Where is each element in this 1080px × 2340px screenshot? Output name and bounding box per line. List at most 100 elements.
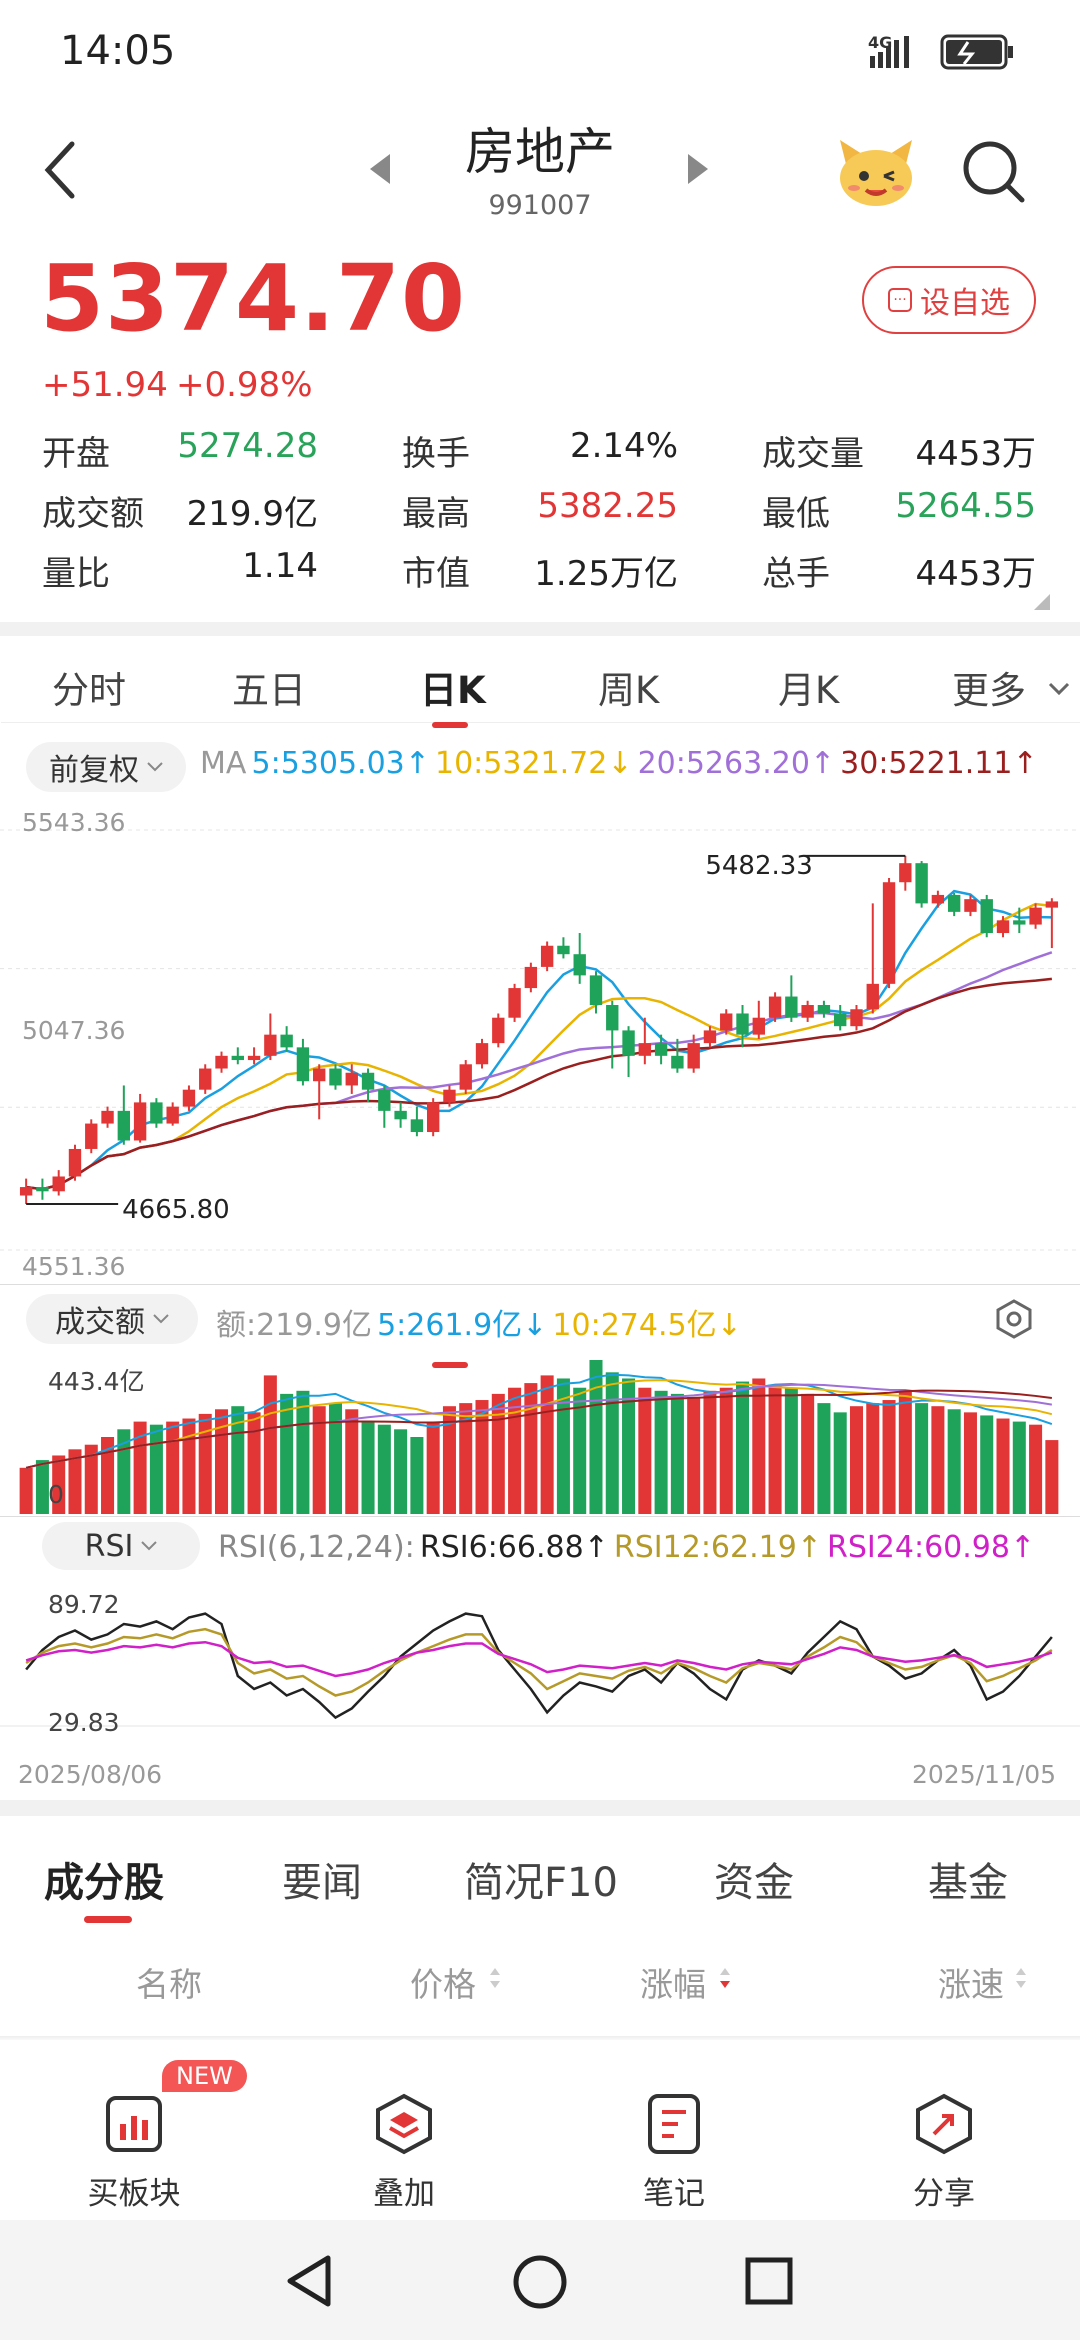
volume-ma10-line (25, 1379, 1053, 1469)
candle (573, 933, 586, 984)
tab-monthly-k[interactable]: 月K (778, 669, 840, 712)
current-price: 5374.70 (40, 245, 467, 352)
column-header-price[interactable]: 价格 (410, 1965, 476, 2004)
tab-daily-k[interactable]: 日K (420, 669, 486, 712)
divider (0, 622, 1080, 636)
candle (736, 1005, 749, 1048)
status-time: 14:05 (60, 28, 176, 74)
tab-profile-f10[interactable]: 简况F10 (464, 1860, 618, 1906)
candle (394, 1102, 407, 1128)
new-badge: NEW (162, 2060, 247, 2092)
volume-bar (882, 1400, 896, 1514)
nav-home-icon[interactable] (512, 2254, 568, 2310)
candle (817, 1000, 831, 1018)
ma10-line (25, 902, 1053, 1191)
volume-bar (101, 1437, 115, 1514)
rsi-indicator-dropdown[interactable]: RSI (42, 1522, 200, 1570)
candle (117, 1085, 131, 1145)
tab-intraday[interactable]: 分时 (52, 669, 126, 712)
candle-body (475, 1043, 489, 1065)
corner-triangle-icon (1034, 594, 1050, 610)
candle (215, 1051, 228, 1073)
next-sector-button[interactable] (686, 152, 710, 190)
candle-body (85, 1123, 98, 1149)
candle-body (736, 1013, 749, 1035)
tab-weekly-k[interactable]: 周K (598, 669, 660, 712)
overlay-button[interactable] (314, 2040, 494, 2220)
settings-button[interactable] (994, 1298, 1034, 1344)
volume-bar (377, 1424, 391, 1514)
volume-label: 成交额 (55, 1305, 145, 1340)
candle (606, 1000, 619, 1069)
stat-value: 219.9亿 (186, 494, 318, 534)
add-watchlist-button[interactable]: ··· 设自选 (862, 266, 1036, 334)
volume-bar (768, 1384, 782, 1514)
add-watchlist-label: 设自选 (920, 286, 1010, 321)
volume-bar (573, 1387, 587, 1514)
search-button[interactable] (960, 138, 1028, 210)
tab-five-day[interactable]: 五日 (232, 669, 306, 712)
column-header-speed[interactable]: 涨速 (938, 1965, 1004, 2004)
tab-more[interactable]: 更多 (952, 669, 1026, 712)
volume-chart[interactable] (0, 1350, 1080, 1514)
volume-bar (52, 1455, 66, 1514)
candle (68, 1144, 82, 1181)
volume-indicator-dropdown[interactable]: 成交额 (26, 1294, 198, 1344)
notes-label: 笔记 (643, 2176, 705, 2212)
candle-body (540, 945, 554, 967)
volume-bar (328, 1403, 342, 1514)
adjust-dropdown[interactable]: 前复权 (26, 742, 186, 792)
buy-sector-button[interactable]: NEW (44, 2040, 247, 2220)
column-header-change[interactable]: 涨幅 (640, 1965, 706, 2004)
stat-label: 最高 (402, 494, 470, 534)
candle (801, 1000, 814, 1022)
ma5-line (25, 889, 1052, 1191)
tab-fund[interactable]: 基金 (928, 1860, 1008, 1906)
tab-news[interactable]: 要闻 (282, 1860, 362, 1906)
stat-label: 开盘 (42, 434, 110, 474)
sort-icon (490, 1968, 500, 1988)
sector-code: 991007 (488, 190, 592, 221)
prev-sector-button[interactable] (368, 152, 392, 190)
stat-label: 总手 (762, 554, 830, 594)
nav-recents-icon[interactable] (744, 2256, 794, 2306)
rsi12-value: RSI12:62.19↑ (613, 1530, 822, 1565)
mascot-icon (840, 140, 912, 206)
divider (0, 2036, 1080, 2042)
notes-button[interactable] (584, 2040, 764, 2220)
column-header-name[interactable]: 名称 (136, 1965, 202, 2004)
back-button[interactable] (40, 138, 80, 206)
chevron-down-icon (153, 1314, 169, 1324)
rsi-top-label: 89.72 (48, 1590, 120, 1619)
candle (622, 1026, 635, 1077)
volume-bar (475, 1400, 489, 1514)
share-button[interactable] (854, 2040, 1034, 2220)
rsi-legend: RSI(6,12,24): RSI6:66.88↑ RSI12:62.19↑ R… (218, 1530, 1035, 1565)
candle-body (785, 996, 798, 1018)
buy-sector-label: 买板块 (87, 2176, 181, 2212)
volume-bar (247, 1412, 261, 1514)
candle (980, 894, 993, 938)
stat-value: 4453万 (915, 434, 1036, 474)
candle-body (443, 1089, 456, 1103)
mascot-button[interactable] (836, 134, 916, 214)
expand-stats-button[interactable] (1034, 594, 1050, 614)
candle (931, 890, 945, 908)
candle (589, 971, 603, 1014)
candle (834, 1005, 847, 1031)
bottom-action-bar: NEW (0, 2040, 1080, 2220)
candle-body (996, 920, 1010, 934)
ma10-value: 10:5321.72↓ (434, 746, 633, 781)
candlestick-chart[interactable]: 5482.33 4665.80 (0, 800, 1080, 1280)
nav-back-icon[interactable] (284, 2254, 334, 2308)
tab-constituents[interactable]: 成分股 (44, 1860, 164, 1906)
candle-body (557, 945, 570, 955)
bar-chart-icon (106, 2096, 162, 2152)
candle-body (524, 966, 538, 989)
candle-body (899, 863, 912, 883)
volume-bar (752, 1378, 766, 1514)
rsi-chart[interactable] (0, 1580, 1080, 1740)
tab-indicator (432, 1362, 468, 1368)
tab-funds-flow[interactable]: 资金 (714, 1860, 794, 1906)
high-annotation: 5482.33 (705, 851, 813, 881)
